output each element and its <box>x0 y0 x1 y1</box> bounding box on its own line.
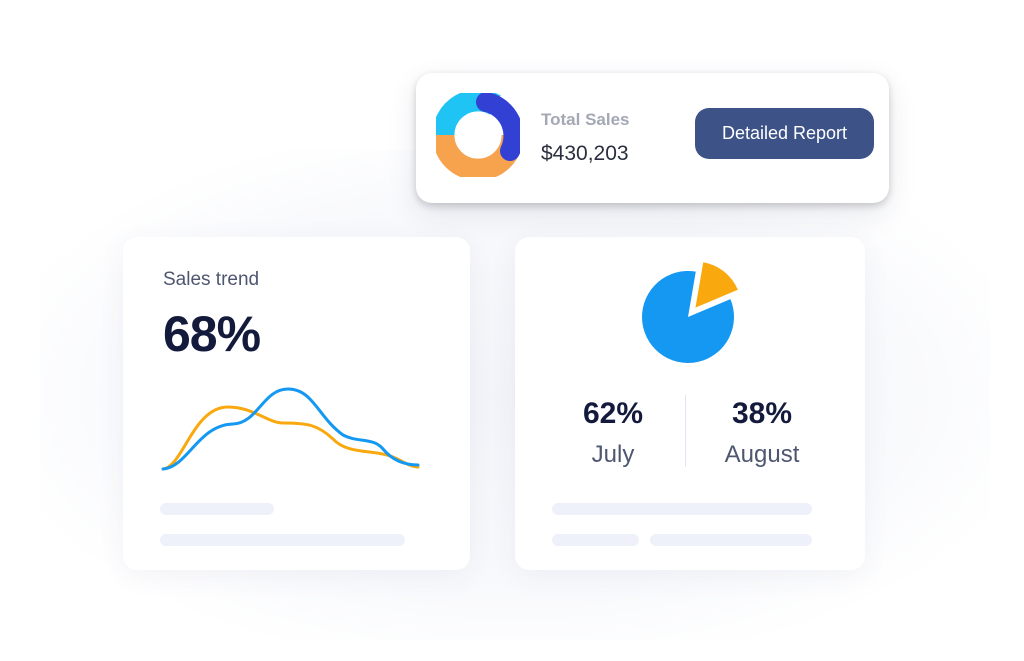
placeholder-line <box>552 534 639 546</box>
stat-divider <box>685 395 686 467</box>
pie-slice-july <box>642 271 734 363</box>
trend-line-blue <box>161 387 420 471</box>
placeholder-line <box>160 503 274 515</box>
donut-segment-indigo <box>476 93 520 161</box>
placeholder-line <box>650 534 812 546</box>
sales-trend-title: Sales trend <box>163 269 260 290</box>
total-sales-label: Total Sales <box>541 110 630 129</box>
sales-trend-chart <box>161 387 420 471</box>
placeholder-line <box>552 503 812 515</box>
pie-slice-august <box>695 262 738 308</box>
stat-august-value: 38% <box>731 397 793 430</box>
total-sales-card: Total Sales $430,203 Detailed Report <box>416 73 889 203</box>
stat-august-label: August <box>724 441 800 468</box>
detailed-report-button[interactable]: Detailed Report <box>695 108 874 159</box>
monthly-split-card: 62% July 38% August <box>515 237 865 570</box>
stat-july: 62% July <box>543 397 683 469</box>
total-sales-value: $430,203 <box>541 142 629 165</box>
sales-trend-value: 68% <box>163 306 261 362</box>
monthly-pie-chart <box>642 262 738 363</box>
stat-july-label: July <box>591 441 635 468</box>
placeholder-line <box>160 534 405 546</box>
sales-trend-card: Sales trend 68% <box>123 237 470 570</box>
stat-july-value: 62% <box>582 397 644 430</box>
stat-august: 38% August <box>692 397 832 469</box>
donut-chart-icon <box>436 93 520 177</box>
